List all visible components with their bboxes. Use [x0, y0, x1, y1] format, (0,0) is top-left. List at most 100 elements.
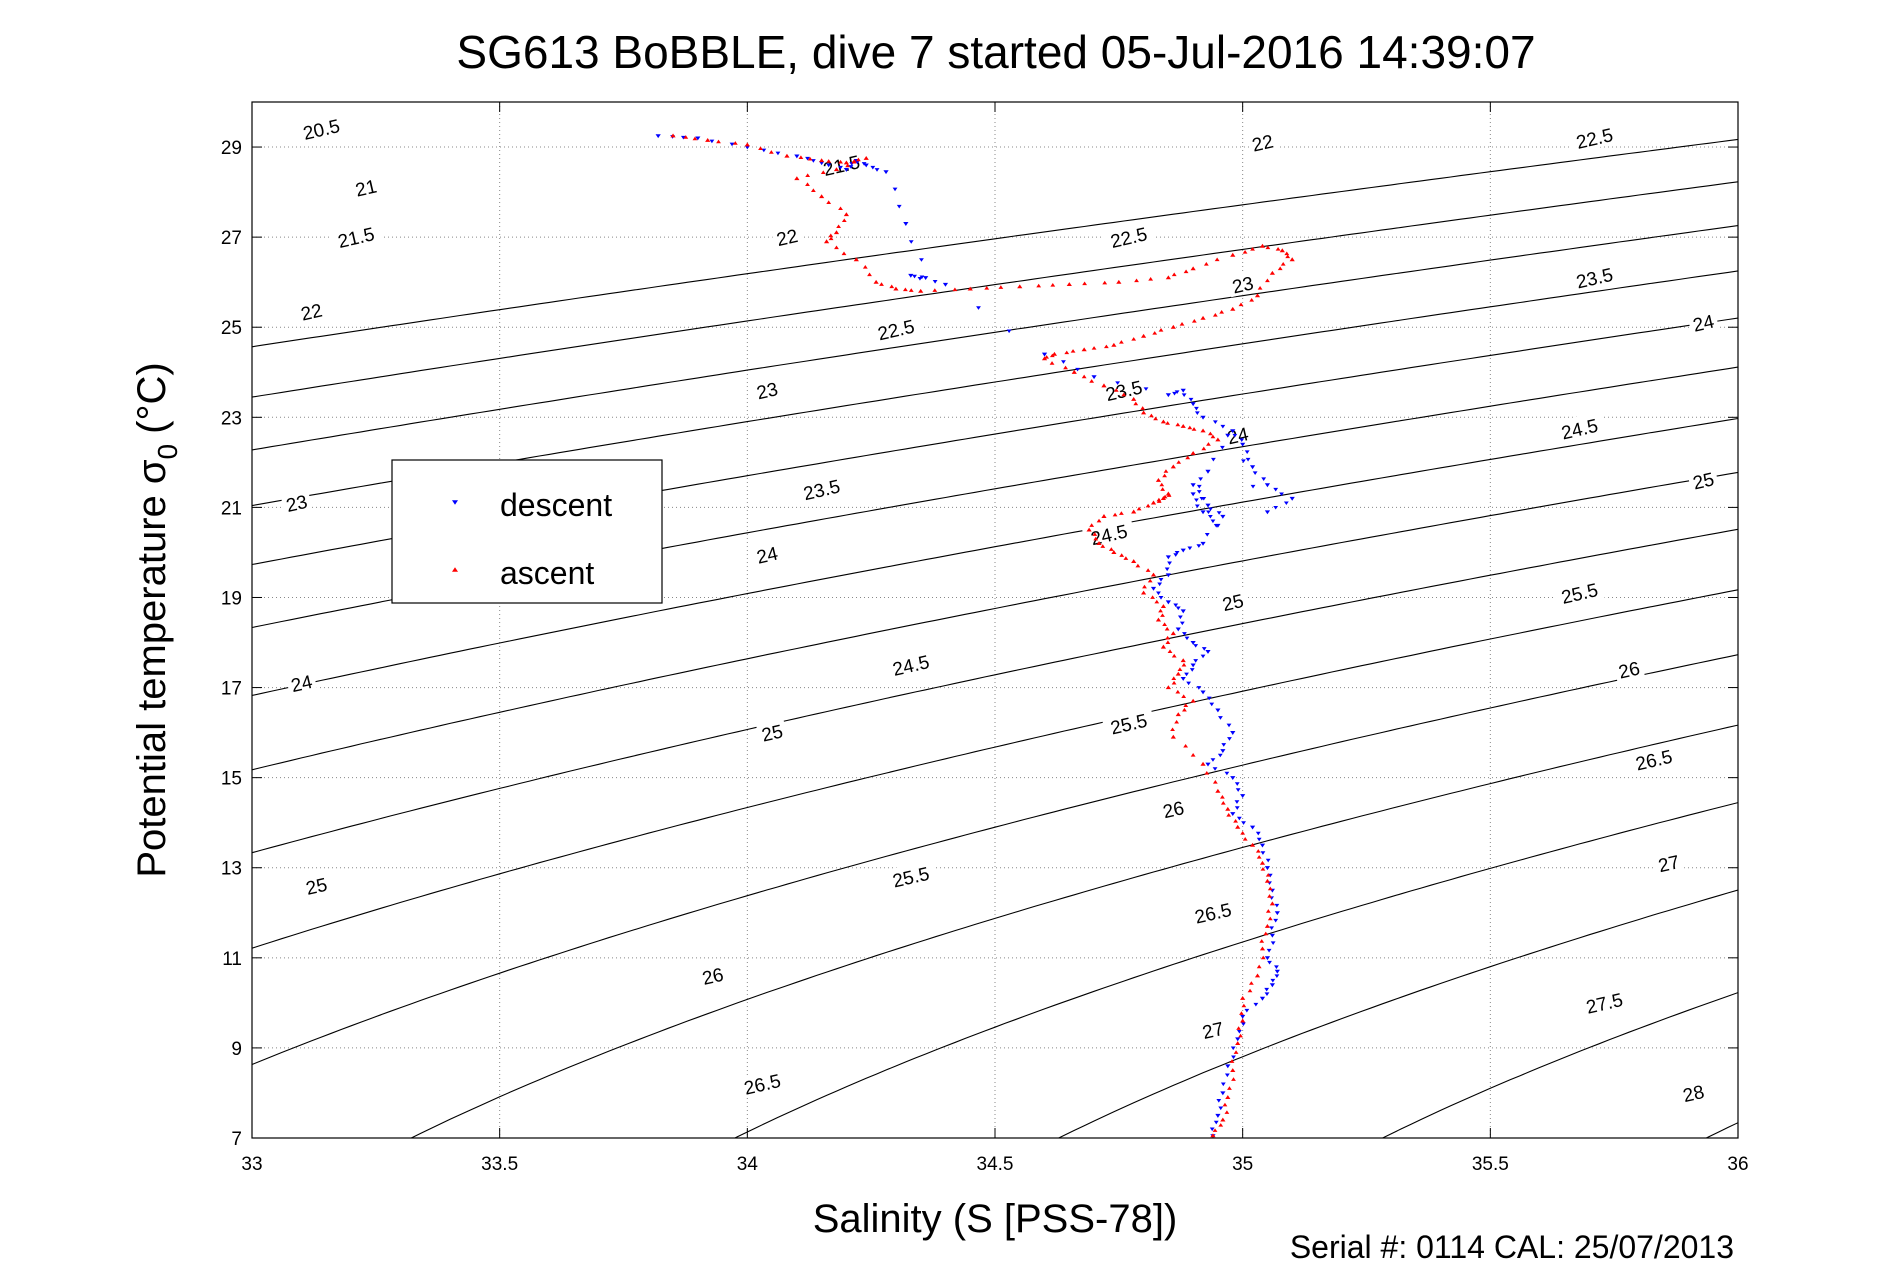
- point-descent: [1215, 708, 1221, 713]
- point-ascent: [841, 218, 847, 223]
- point-descent: [1240, 794, 1246, 799]
- point-ascent: [1259, 939, 1265, 943]
- point-ascent: [833, 167, 840, 172]
- point-descent: [1186, 681, 1192, 686]
- contour-label: 25: [1686, 465, 1720, 494]
- contour-label-mask: [750, 375, 783, 404]
- point-ascent: [1066, 282, 1072, 286]
- point-descent: [1194, 498, 1199, 503]
- contour-label-mask: [1156, 794, 1190, 823]
- point-ascent: [1163, 469, 1169, 473]
- point-descent: [1235, 1037, 1241, 1042]
- point-descent: [1200, 541, 1206, 546]
- point-ascent: [1119, 553, 1125, 557]
- point-descent: [1182, 632, 1187, 636]
- point-ascent: [1224, 1110, 1230, 1114]
- point-ascent: [1214, 257, 1220, 262]
- point-ascent: [828, 233, 834, 238]
- point-ascent: [819, 158, 825, 163]
- point-ascent: [1212, 313, 1218, 317]
- point-descent: [1209, 1127, 1215, 1132]
- point-descent: [1267, 960, 1272, 965]
- contour-label: 24.5: [1081, 517, 1136, 550]
- point-ascent: [826, 159, 832, 163]
- point-ascent: [1220, 801, 1226, 805]
- point-ascent: [1152, 331, 1158, 335]
- point-ascent: [1207, 431, 1213, 436]
- point-ascent: [1235, 1041, 1241, 1045]
- point-ascent: [1267, 916, 1273, 921]
- contour-label: 24: [1686, 307, 1720, 337]
- point-descent: [1264, 956, 1271, 961]
- point-ascent: [1101, 514, 1107, 518]
- density-contour-line: [252, 654, 1738, 1066]
- series-descent: [655, 134, 1295, 1138]
- contour-label-mask: [1652, 848, 1685, 877]
- point-ascent: [853, 257, 859, 262]
- point-descent: [1172, 391, 1177, 396]
- point-ascent: [1170, 324, 1176, 329]
- point-ascent: [834, 245, 839, 250]
- point-descent: [1179, 621, 1185, 626]
- contour-label: 25: [1216, 587, 1249, 616]
- point-descent: [1255, 831, 1261, 836]
- point-ascent: [1101, 383, 1107, 388]
- point-descent: [1234, 782, 1240, 786]
- series-ascent: [670, 133, 1295, 1138]
- point-ascent: [1250, 246, 1255, 251]
- point-ascent: [1235, 824, 1241, 829]
- point-ascent: [1089, 379, 1095, 383]
- point-descent: [1180, 609, 1186, 614]
- contour-label-mask: [1612, 654, 1645, 683]
- point-descent: [1274, 911, 1280, 916]
- contour-label-mask: [1096, 372, 1151, 406]
- density-contour-line: [410, 724, 1738, 1138]
- point-ascent: [1100, 544, 1106, 548]
- point-descent: [1184, 636, 1190, 641]
- contour-label-mask: [1552, 575, 1607, 609]
- point-ascent: [1133, 401, 1139, 406]
- point-ascent: [784, 153, 790, 158]
- point-descent: [680, 135, 686, 140]
- point-ascent: [1171, 676, 1177, 680]
- contour-label-mask: [735, 1066, 789, 1100]
- point-descent: [1273, 505, 1279, 510]
- point-ascent: [1249, 842, 1256, 847]
- contour-label: 25: [755, 717, 788, 747]
- x-tick-label: 35.5: [1472, 1154, 1509, 1175]
- point-descent: [1249, 465, 1256, 470]
- point-descent: [1236, 1029, 1242, 1034]
- point-descent: [863, 163, 869, 168]
- point-descent: [870, 165, 876, 170]
- point-ascent: [823, 239, 830, 244]
- point-ascent: [1249, 298, 1255, 302]
- point-ascent: [1176, 460, 1182, 464]
- y-tick-label: 7: [231, 1129, 242, 1150]
- point-descent: [1205, 469, 1211, 474]
- point-ascent: [1145, 503, 1151, 508]
- point-descent: [1230, 776, 1236, 780]
- contour-label-mask: [1567, 260, 1622, 294]
- point-ascent: [1190, 752, 1196, 757]
- point-descent: [1075, 367, 1080, 372]
- point-ascent: [1267, 894, 1272, 898]
- point-ascent: [1200, 315, 1206, 320]
- contour-label-mask: [1081, 517, 1136, 550]
- point-ascent: [1160, 487, 1166, 491]
- contour-label: 23.5: [1567, 260, 1622, 294]
- plot-area: 20.52121.52223242521.52222.52323.52424.5…: [251, 101, 1739, 1139]
- point-descent: [1264, 483, 1271, 488]
- point-ascent: [893, 286, 899, 291]
- point-descent: [1240, 442, 1246, 447]
- point-ascent: [1164, 626, 1170, 631]
- contour-label-text: 27: [1656, 852, 1681, 877]
- point-descent: [1150, 586, 1157, 591]
- point-ascent: [794, 176, 800, 181]
- point-ascent: [1017, 284, 1023, 289]
- point-ascent: [1190, 450, 1196, 455]
- point-descent: [1200, 690, 1206, 695]
- point-descent: [1061, 360, 1066, 364]
- point-descent: [1091, 375, 1097, 380]
- point-ascent: [1165, 685, 1171, 690]
- point-descent: [1265, 858, 1271, 863]
